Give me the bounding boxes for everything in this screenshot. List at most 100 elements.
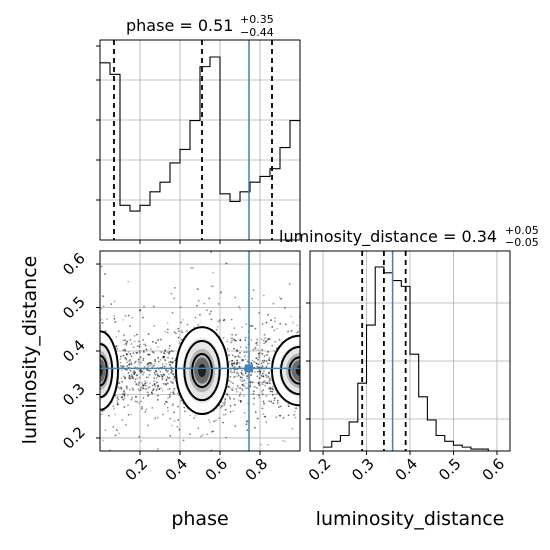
scatter-point [117,403,120,406]
scatter-point [151,340,154,343]
scatter-point [290,329,293,332]
scatter-point [166,331,169,334]
scatter-point [260,338,263,341]
scatter-point [275,416,278,419]
scatter-point [146,362,149,365]
scatter-point [225,408,228,411]
scatter-point [142,384,145,387]
scatter-point [287,330,289,333]
scatter-point [252,392,255,395]
scatter-point [118,432,120,435]
scatter-point [265,382,268,385]
scatter-point [123,343,125,346]
scatter-point [241,389,244,392]
scatter-point [265,365,268,368]
scatter-point [168,376,171,379]
scatter-point [255,342,258,345]
scatter-point [271,390,274,393]
scatter-point [231,339,233,342]
scatter-point [129,325,131,327]
scatter-point [251,297,254,300]
scatter-point [252,381,255,384]
scatter-point [220,406,222,409]
scatter-point [155,370,158,373]
scatter-point [272,302,275,305]
scatter-point [167,356,169,359]
scatter-point [134,380,137,383]
scatter-point [243,379,246,382]
scatter-point [102,305,105,308]
scatter-point [239,376,242,379]
scatter-point [268,357,271,359]
scatter-point [169,417,172,420]
scatter-point [126,386,128,389]
scatter-point [261,349,264,351]
scatter-point [116,397,118,399]
scatter-point [122,454,124,456]
scatter-point [251,381,254,384]
scatter-point [229,410,232,413]
scatter-point [235,349,238,352]
scatter-point [141,406,143,408]
scatter-point [267,376,270,379]
ld-title: luminosity_distance = 0.34 [279,227,497,247]
scatter-point [147,424,150,427]
scatter-point [234,368,237,371]
scatter-point [237,355,240,358]
scatter-point [290,315,292,318]
scatter-point [100,318,103,321]
scatter-point [130,373,133,376]
scatter-point [106,318,109,320]
scatter-point [239,308,242,310]
scatter-point [140,372,142,374]
scatter-point [121,380,124,383]
scatter-point [171,361,174,364]
scatter-point [293,463,295,465]
scatter-point [239,346,242,349]
contour-line [175,326,229,416]
scatter-point [157,339,160,341]
scatter-point [161,365,164,367]
scatter-point [139,356,142,359]
scatter-point [126,353,129,356]
scatter-point [265,421,268,423]
ld-x-tick-label: 0.5 [435,455,465,485]
scatter-point [156,373,158,375]
scatter-point [245,387,248,390]
scatter-point [262,375,264,377]
scatter-point [273,399,276,402]
scatter-point [151,384,154,387]
scatter-point [171,357,174,360]
scatter-point [154,369,157,372]
scatter-point [148,353,150,356]
scatter-point [154,417,157,420]
scatter-point [242,383,245,386]
scatter-point [160,373,163,376]
scatter-point [262,370,265,372]
scatter-point [261,365,264,367]
scatter-point [146,391,149,394]
scatter-point [124,377,127,380]
scatter-point [271,344,274,347]
scatter-point [168,387,171,390]
scatter-point [162,413,165,416]
scatter-point [254,327,257,330]
scatter-point [169,395,172,398]
scatter-point [171,369,174,372]
phase-x-tick-label: 0.4 [162,455,192,485]
scatter-point [224,400,226,402]
phase-marginal-panel: phase = 0.51 +0.35 −0.44 [96,13,301,244]
scatter-point [232,382,234,385]
scatter-point [144,380,147,383]
scatter-point [257,366,260,368]
scatter-point [245,351,248,354]
scatter-point [129,388,131,391]
scatter-point [284,440,287,443]
scatter-point [263,342,266,345]
ld-histogram [323,266,497,452]
scatter-point [189,414,191,417]
scatter-point [245,420,248,423]
scatter-point [161,363,164,365]
scatter-point [239,339,242,342]
scatter-point [154,373,157,376]
